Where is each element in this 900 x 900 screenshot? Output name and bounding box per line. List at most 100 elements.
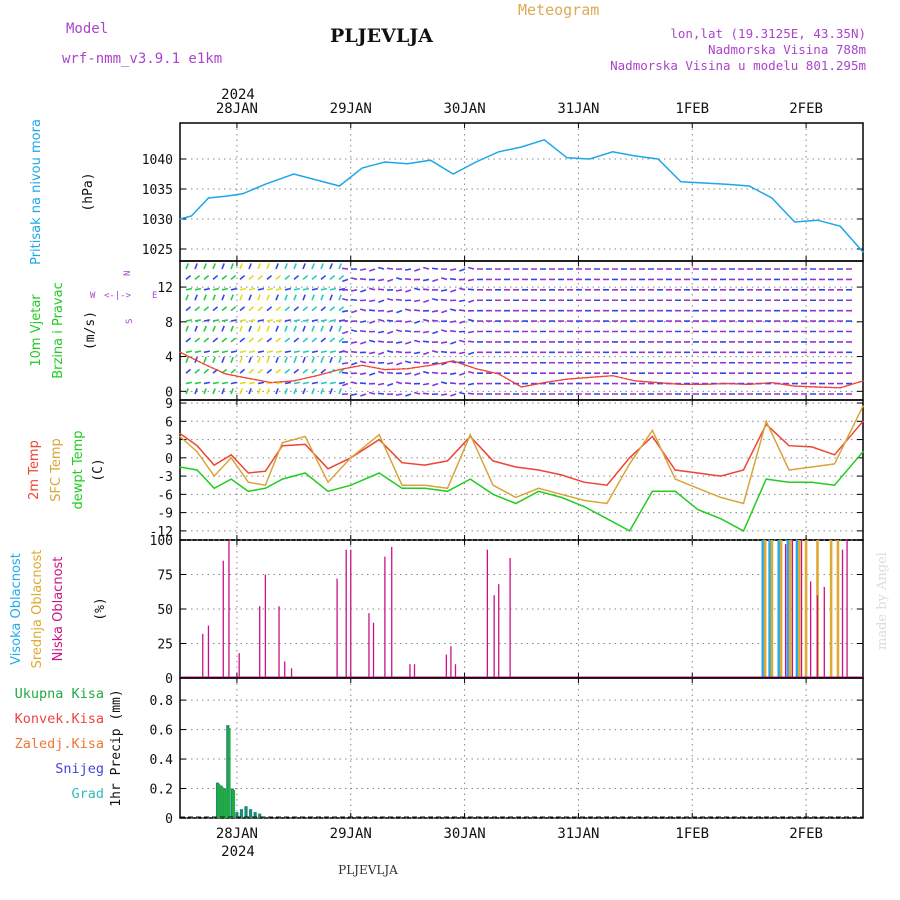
temperature-point <box>327 481 329 483</box>
wind-arrow <box>266 294 270 301</box>
wind-ytick-label: 4 <box>165 351 173 366</box>
wind-arrow <box>275 356 279 364</box>
wind-arrow <box>449 360 457 364</box>
wind-arrow <box>459 320 466 324</box>
cloud-bar <box>445 654 448 678</box>
wind-arrow <box>266 319 274 322</box>
wind-ylabel-2: (m/s) <box>83 311 98 350</box>
wind-arrow <box>351 309 358 314</box>
temperature-point <box>230 454 232 456</box>
temperature-ylabel-2: dewpt Temp <box>71 430 86 509</box>
temperature-point <box>264 484 266 486</box>
wind-arrow <box>239 325 243 332</box>
wind-arrow <box>395 341 403 344</box>
temperature-point <box>537 487 540 489</box>
wind-arrow <box>467 382 475 386</box>
wind-arrow <box>248 274 255 281</box>
wind-arrow <box>203 274 210 281</box>
cloud-ylabel-1: Srednja Oblacnost <box>30 550 45 669</box>
wind-arrow <box>351 361 358 366</box>
wind-arrow <box>395 393 403 396</box>
temperature-point <box>230 457 232 459</box>
wind-point <box>429 364 432 366</box>
temperature-point <box>788 469 790 471</box>
wind-arrow <box>293 287 301 291</box>
wind-arrow <box>338 287 346 291</box>
wind-arrow <box>257 381 265 385</box>
wind-arrow <box>185 356 189 364</box>
wind-arrow <box>377 266 385 270</box>
wind-arrow <box>440 393 448 396</box>
wind-arrow <box>378 299 385 304</box>
pressure-point <box>361 167 363 169</box>
wind-arrow <box>284 274 291 281</box>
wind-arrow <box>230 381 238 385</box>
cloud-bar <box>791 540 794 678</box>
xtick-label-top: 29JAN <box>330 101 372 117</box>
wind-arrow <box>422 382 430 386</box>
wind-arrow <box>248 356 252 364</box>
temperature-point <box>179 435 181 438</box>
wind-arrow <box>387 278 394 283</box>
pressure-ylabel-0: Pritisak na nivou mora <box>29 119 44 265</box>
wind-point <box>247 377 249 379</box>
pressure-point <box>179 218 181 220</box>
wind-arrow <box>194 263 198 270</box>
cloud-bar <box>350 549 352 678</box>
temperature-point <box>515 496 517 498</box>
wind-arrow <box>275 263 279 270</box>
wind-speed-line <box>179 351 864 389</box>
precip-legend-1: Konvek.Kisa <box>15 711 104 727</box>
wind-arrow <box>239 306 246 312</box>
cloud-bar <box>238 653 240 678</box>
temperature-point <box>720 475 722 477</box>
wind-arrow <box>239 388 243 395</box>
temperature-point <box>811 466 813 468</box>
wind-arrow <box>329 294 333 301</box>
temperature-point <box>378 472 380 474</box>
cloud-bar <box>836 540 840 678</box>
temperature-point <box>424 484 426 486</box>
wind-arrow <box>450 393 457 397</box>
precipitation-bar <box>220 787 224 818</box>
xtick-label-bottom: 30JAN <box>444 826 486 842</box>
wind-series-0 <box>179 351 864 389</box>
wind-arrow <box>386 350 394 354</box>
wind-arrow <box>248 263 252 270</box>
wind-arrow <box>377 330 385 334</box>
temperature-point <box>697 472 699 474</box>
pressure-ytick-label: 1035 <box>142 183 173 198</box>
cloud-bar <box>777 540 781 678</box>
temperature-point <box>697 487 699 489</box>
wind-arrow <box>338 368 345 374</box>
pressure-point <box>384 161 386 163</box>
temperature-point <box>446 490 449 492</box>
wind-arrow <box>203 381 211 385</box>
cloud-bar <box>786 540 790 678</box>
precipitation-ytick-label: 0.2 <box>150 783 173 798</box>
temperature-ytick-label: 6 <box>165 415 173 430</box>
wind-arrow <box>275 287 283 291</box>
wind-arrow <box>185 287 193 291</box>
temperature-point <box>515 466 517 468</box>
wind-arrow <box>377 288 385 291</box>
temperature-point <box>629 457 631 459</box>
wind-arrow <box>360 341 367 345</box>
pressure-point <box>543 139 545 141</box>
wind-arrow <box>293 294 297 301</box>
wind-ylabel-0: 10m Vjetar <box>29 294 44 367</box>
temperature-point <box>674 478 676 480</box>
wind-arrow <box>359 268 367 271</box>
compass-axis: <-|-> <box>104 291 132 301</box>
wind-arrow <box>248 337 255 343</box>
wind-arrow <box>257 306 264 312</box>
wind-arrow <box>377 340 385 343</box>
temperature-point <box>606 484 608 486</box>
pressure-ytick-label: 1040 <box>142 153 173 168</box>
wind-arrow <box>275 294 279 301</box>
temperature-point <box>304 472 306 474</box>
wind-arrow <box>275 325 279 332</box>
pressure-point <box>862 251 864 253</box>
cloud-bar <box>368 613 370 678</box>
cloud-bar <box>264 574 267 678</box>
